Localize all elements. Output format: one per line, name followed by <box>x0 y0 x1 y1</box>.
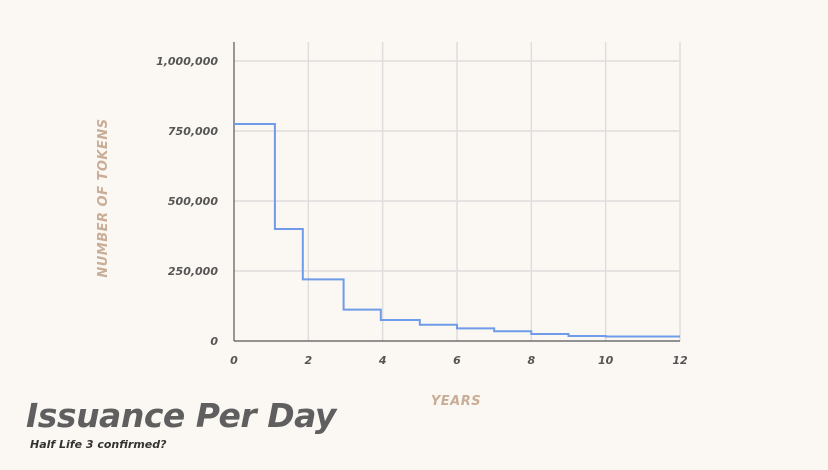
series-line <box>234 123 680 338</box>
x-tick-label: 2 <box>305 354 313 367</box>
y-tick-label: 500,000 <box>168 195 218 208</box>
y-axis-title: NUMBER OF TOKENS <box>96 118 111 277</box>
chart-axes <box>233 42 680 342</box>
chart-grid <box>234 42 681 341</box>
x-tick-label: 0 <box>230 354 238 367</box>
page-title: Issuance Per Day <box>26 396 336 435</box>
x-tick-label: 4 <box>378 354 387 367</box>
y-tick-label: 0 <box>210 335 218 348</box>
chart-tick-labels: 0 250,000 500,000 750,000 1,000,000 0 2 4 6 8 10 12 <box>156 55 688 367</box>
y-tick-label: 1,000,000 <box>156 55 218 68</box>
y-tick-label: 750,000 <box>168 125 218 138</box>
page-subtitle: Half Life 3 confirmed? <box>30 438 167 451</box>
x-tick-label: 8 <box>528 354 536 367</box>
x-axis-title: YEARS <box>431 394 481 409</box>
x-tick-label: 12 <box>672 354 688 367</box>
x-tick-label: 10 <box>598 354 614 367</box>
chart-series <box>234 123 680 338</box>
x-tick-label: 6 <box>453 354 461 367</box>
y-tick-label: 250,000 <box>168 265 218 278</box>
